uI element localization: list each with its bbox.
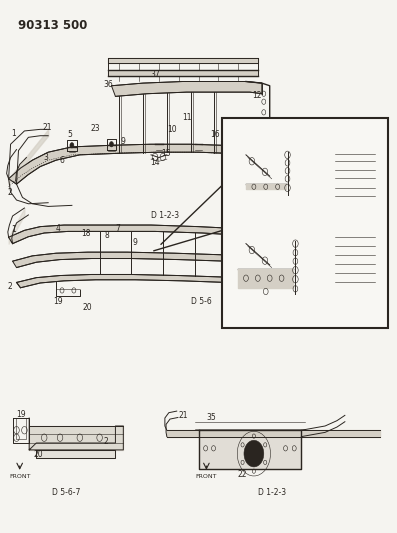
Text: 34: 34	[237, 245, 247, 251]
Text: D 5-6: D 5-6	[191, 296, 211, 305]
Text: D 1-2-3: D 1-2-3	[258, 488, 286, 497]
Text: 33: 33	[236, 270, 245, 276]
Polygon shape	[17, 274, 238, 288]
Text: 23: 23	[91, 124, 100, 133]
Text: 19: 19	[53, 296, 63, 305]
Text: 9: 9	[121, 137, 126, 146]
Bar	[222, 118, 388, 328]
Text: 24: 24	[376, 235, 385, 240]
Text: 25: 25	[243, 233, 252, 239]
Text: 5: 5	[67, 130, 72, 139]
Polygon shape	[112, 82, 262, 96]
Text: 8: 8	[104, 231, 109, 240]
Text: 25: 25	[376, 279, 385, 286]
Text: 25: 25	[376, 158, 385, 164]
Text: 35: 35	[206, 413, 216, 422]
Polygon shape	[9, 225, 230, 244]
Text: 31: 31	[236, 188, 245, 193]
Text: D 1-2-3: D 1-2-3	[151, 212, 179, 221]
Text: 3: 3	[44, 153, 48, 162]
Text: 15: 15	[161, 149, 171, 158]
Text: 10: 10	[167, 125, 176, 134]
Text: 28: 28	[239, 238, 249, 244]
Text: 2: 2	[7, 282, 12, 291]
Text: 27: 27	[376, 175, 385, 181]
Text: 26: 26	[376, 167, 385, 173]
Text: 19: 19	[16, 410, 26, 419]
Text: 2: 2	[7, 188, 12, 197]
Text: 27: 27	[376, 252, 385, 258]
Text: 34: 34	[237, 173, 247, 179]
Text: 37: 37	[150, 70, 160, 78]
Text: 29: 29	[376, 261, 385, 267]
Text: 24: 24	[376, 151, 385, 157]
Text: 22: 22	[237, 471, 247, 479]
Text: 36: 36	[104, 80, 113, 89]
Text: 11: 11	[182, 113, 191, 122]
Text: 16: 16	[211, 130, 220, 139]
Text: 20: 20	[33, 450, 43, 459]
Text: FRONT: FRONT	[9, 474, 31, 479]
Text: 4: 4	[56, 224, 60, 233]
Text: 28: 28	[241, 152, 251, 158]
Text: W/7" RAIL: W/7" RAIL	[254, 314, 289, 320]
Text: 9: 9	[133, 238, 138, 247]
Text: 1: 1	[11, 225, 16, 234]
Text: 17: 17	[255, 123, 265, 132]
Circle shape	[70, 143, 74, 148]
Text: 30: 30	[376, 270, 385, 276]
Polygon shape	[13, 252, 238, 268]
Text: 20: 20	[83, 303, 93, 312]
Circle shape	[244, 440, 264, 467]
Text: 29: 29	[376, 185, 385, 191]
Text: 31: 31	[236, 253, 245, 259]
Text: W/6" RAIL: W/6" RAIL	[254, 245, 289, 251]
Text: 12: 12	[252, 91, 262, 100]
Text: 26: 26	[376, 243, 385, 249]
Text: D 5-6-7: D 5-6-7	[52, 488, 80, 497]
Text: 21: 21	[42, 123, 52, 132]
Text: 2: 2	[103, 438, 108, 447]
Circle shape	[110, 142, 114, 147]
Text: 31: 31	[238, 287, 247, 293]
Text: 1: 1	[11, 129, 16, 138]
Text: 7: 7	[115, 224, 120, 233]
Polygon shape	[9, 144, 246, 184]
Text: 21: 21	[179, 411, 188, 420]
Text: 6: 6	[60, 156, 64, 165]
Text: 90313 500: 90313 500	[19, 19, 88, 33]
Text: 14: 14	[150, 158, 160, 167]
Text: 25: 25	[376, 193, 385, 199]
Text: 32: 32	[238, 278, 247, 284]
Text: 18: 18	[81, 229, 91, 238]
Text: FRONT: FRONT	[196, 474, 217, 479]
